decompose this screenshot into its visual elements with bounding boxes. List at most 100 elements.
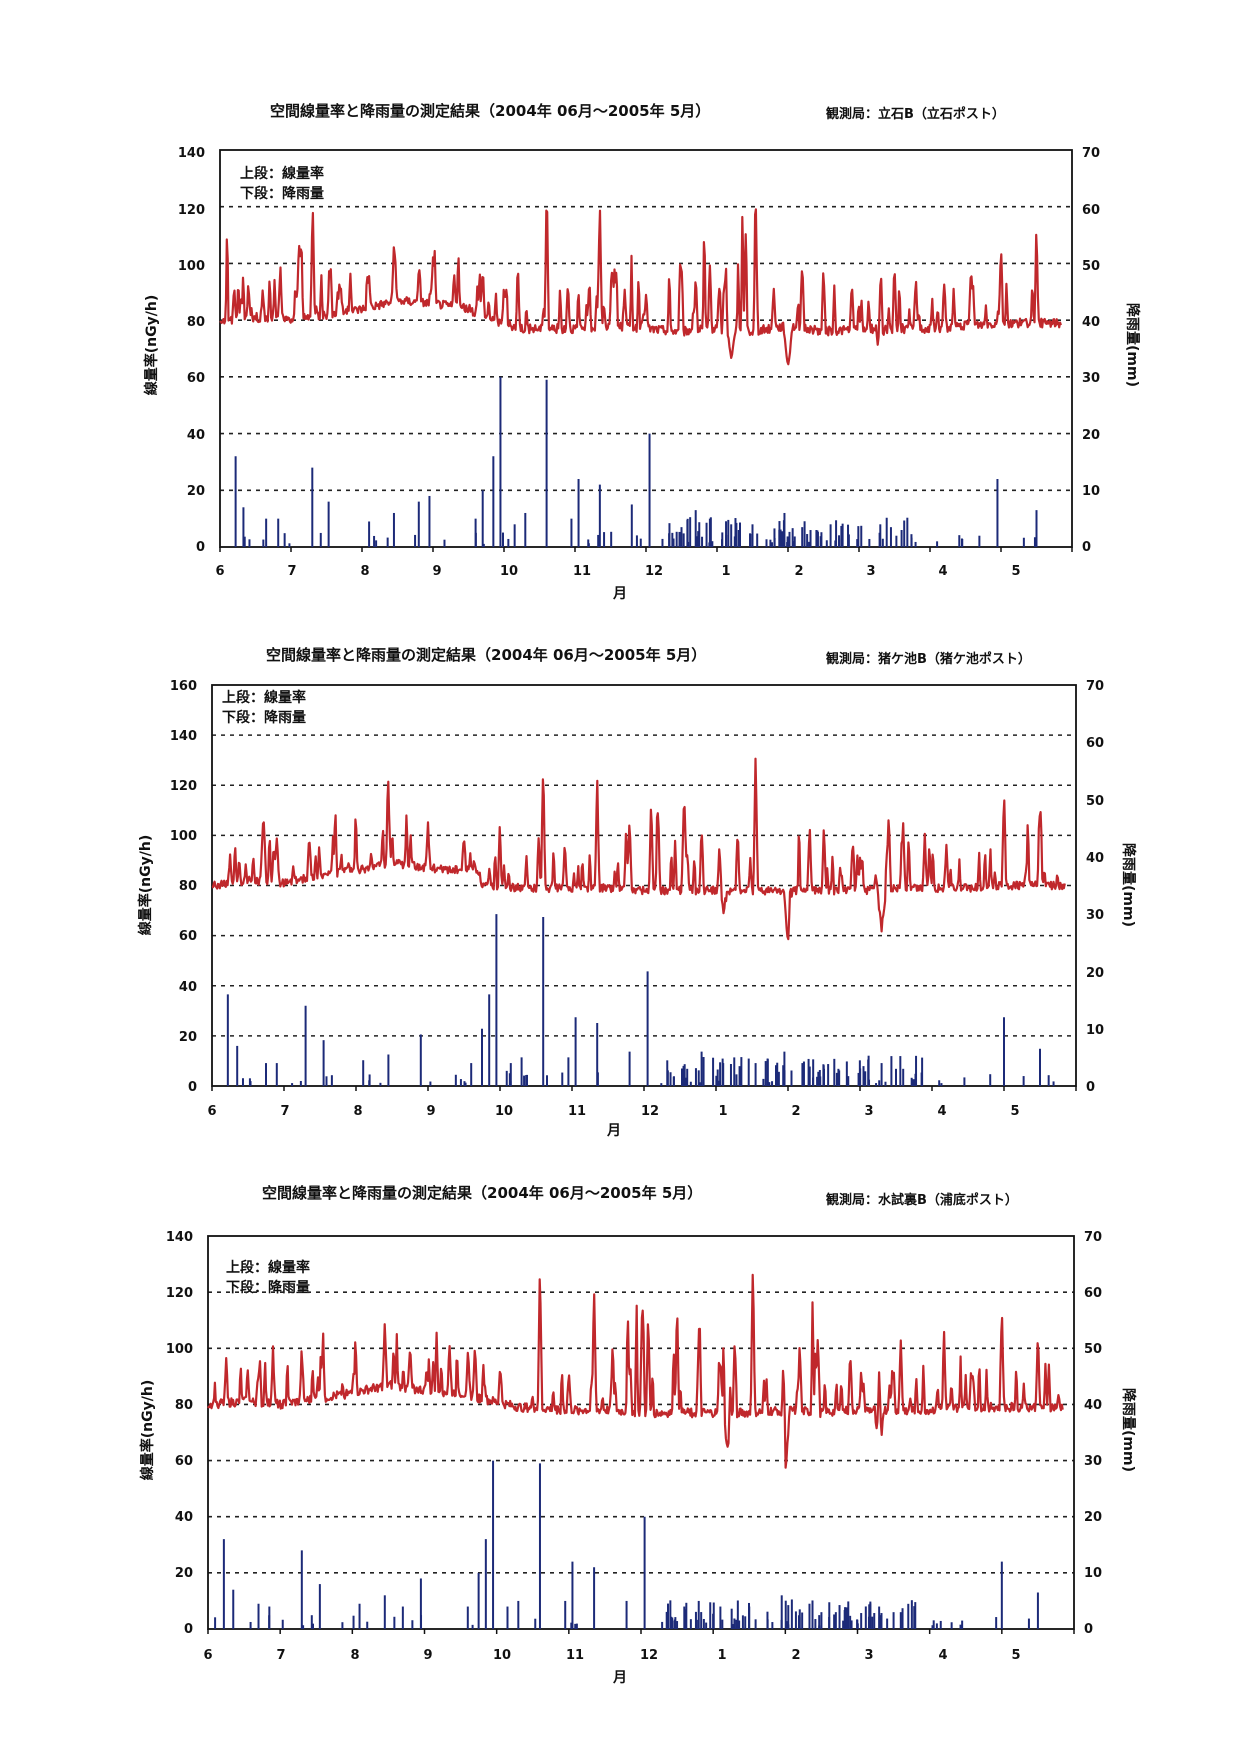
x-tick: 4	[938, 1648, 947, 1663]
y-right-tick: 30	[1086, 908, 1104, 923]
y-left-tick: 80	[187, 315, 205, 330]
legend-note-upper: 上段：線量率	[240, 165, 324, 182]
x-tick: 10	[495, 1104, 513, 1119]
x-tick-labels: 6 7 8 9 10 11 12 1 2 3 4 5	[203, 1648, 1020, 1663]
x-tick: 2	[791, 1648, 800, 1663]
y-right-tick: 20	[1084, 1510, 1102, 1525]
chart-title: 空間線量率と降雨量の測定結果（2004年 06月～2005年 5月）	[262, 1184, 702, 1202]
y-left-tick: 140	[170, 729, 197, 744]
y-left-tick: 100	[170, 829, 197, 844]
x-tick: 9	[426, 1104, 435, 1119]
y-left-axis-label: 線量率(nGy/h)	[139, 1380, 156, 1480]
x-tick: 4	[938, 564, 947, 579]
y-right-axis-label: 降雨量(mm)	[1124, 303, 1141, 387]
plot-frame	[219, 149, 1073, 548]
y-left-tick: 80	[179, 879, 197, 894]
station-label: 観測局：猪ケ池B（猪ケ池ポスト）	[825, 651, 1031, 667]
y-right-tick: 20	[1082, 428, 1100, 443]
y-left-tick: 140	[178, 146, 205, 161]
x-tick: 9	[423, 1648, 432, 1663]
y-right-tick: 10	[1086, 1023, 1104, 1038]
legend-note-upper: 上段：線量率	[222, 689, 306, 706]
y-left-tick: 120	[166, 1286, 193, 1301]
y-right-tick: 30	[1084, 1454, 1102, 1469]
x-tick: 10	[493, 1648, 511, 1663]
y-right-tick: 0	[1082, 540, 1091, 555]
x-tick: 12	[640, 1648, 658, 1663]
y-right-axis-label: 降雨量(mm)	[1120, 1388, 1137, 1472]
y-left-tick: 40	[179, 980, 197, 995]
left-tick-labels: 0 20 40 60 80 100 120 140	[178, 146, 205, 555]
x-tick: 5	[1011, 1648, 1020, 1663]
y-right-axis-label: 降雨量(mm)	[1120, 843, 1137, 927]
dose-rate-line	[207, 1273, 1064, 1469]
y-left-tick: 120	[178, 203, 205, 218]
legend-note-lower: 下段：降雨量	[240, 185, 324, 202]
y-right-tick: 0	[1086, 1080, 1095, 1095]
y-left-axis-label: 線量率(nGy/h)	[137, 835, 154, 935]
left-tick-labels: 0 20 40 60 80 100 120 140	[166, 1230, 193, 1637]
y-left-tick: 20	[187, 484, 205, 499]
y-left-tick: 100	[166, 1342, 193, 1357]
chart-panel-2: 空間線量率と降雨量の測定結果（2004年 06月～2005年 5月） 観測局：猪…	[0, 630, 1240, 1190]
chart-svg-3: 空間線量率と降雨量の測定結果（2004年 06月～2005年 5月） 観測局：水…	[139, 1184, 1137, 1686]
plot-frame	[207, 1235, 1075, 1630]
y-right-tick: 60	[1084, 1286, 1102, 1301]
x-tick: 1	[721, 564, 730, 579]
y-left-tick: 40	[187, 428, 205, 443]
y-left-tick: 0	[188, 1080, 197, 1095]
y-right-tick: 70	[1082, 146, 1100, 161]
y-right-tick: 10	[1084, 1566, 1102, 1581]
legend-note-upper: 上段：線量率	[226, 1259, 310, 1276]
x-tick: 8	[350, 1648, 359, 1663]
x-axis-label: 月	[612, 586, 627, 602]
plot-area-2	[211, 684, 1077, 1091]
x-axis-label: 月	[612, 1670, 627, 1686]
x-tick: 10	[500, 564, 518, 579]
chart-svg-1: 空間線量率と降雨量の測定結果（2004年 06月～2005年 5月） 観測局：立…	[143, 102, 1141, 602]
plot-area-1	[219, 149, 1073, 552]
y-left-tick: 80	[175, 1398, 193, 1413]
y-left-tick: 60	[187, 371, 205, 386]
x-tick: 6	[203, 1648, 212, 1663]
y-left-tick: 100	[178, 259, 205, 274]
chart-title: 空間線量率と降雨量の測定結果（2004年 06月～2005年 5月）	[270, 102, 710, 120]
y-left-tick: 60	[179, 929, 197, 944]
chart-panel-3: 空間線量率と降雨量の測定結果（2004年 06月～2005年 5月） 観測局：水…	[0, 1172, 1240, 1732]
chart-title: 空間線量率と降雨量の測定結果（2004年 06月～2005年 5月）	[266, 646, 706, 664]
x-axis-label: 月	[606, 1123, 621, 1139]
x-tick: 7	[276, 1648, 285, 1663]
left-tick-labels: 0 20 40 60 80 100 120 140 160	[170, 679, 197, 1095]
legend-note-lower: 下段：降雨量	[222, 709, 306, 726]
x-tick: 6	[207, 1104, 216, 1119]
x-tick: 7	[280, 1104, 289, 1119]
y-left-tick: 140	[166, 1230, 193, 1245]
x-tick: 7	[287, 564, 296, 579]
y-left-axis-label: 線量率(nGy/h)	[143, 295, 160, 395]
y-right-tick: 70	[1084, 1230, 1102, 1245]
x-tick: 1	[717, 1648, 726, 1663]
y-left-tick: 0	[184, 1622, 193, 1637]
y-right-tick: 40	[1084, 1398, 1102, 1413]
y-right-tick: 50	[1086, 794, 1104, 809]
x-tick: 2	[794, 564, 803, 579]
x-tick: 12	[641, 1104, 659, 1119]
x-tick: 6	[215, 564, 224, 579]
x-tick: 11	[568, 1104, 586, 1119]
x-tick: 8	[353, 1104, 362, 1119]
plot-area-3	[207, 1235, 1075, 1634]
y-right-tick: 50	[1084, 1342, 1102, 1357]
x-tick: 2	[791, 1104, 800, 1119]
x-tick: 3	[866, 564, 875, 579]
y-right-tick: 0	[1084, 1622, 1093, 1637]
y-right-tick: 60	[1086, 736, 1104, 751]
y-left-tick: 20	[175, 1566, 193, 1581]
legend-note-lower: 下段：降雨量	[226, 1279, 310, 1296]
right-tick-labels: 0 10 20 30 40 50 60 70	[1086, 679, 1104, 1095]
dose-rate-line	[211, 757, 1066, 941]
x-tick: 3	[864, 1104, 873, 1119]
y-left-tick: 160	[170, 679, 197, 694]
y-right-tick: 20	[1086, 966, 1104, 981]
x-tick: 12	[645, 564, 663, 579]
y-left-tick: 0	[196, 540, 205, 555]
